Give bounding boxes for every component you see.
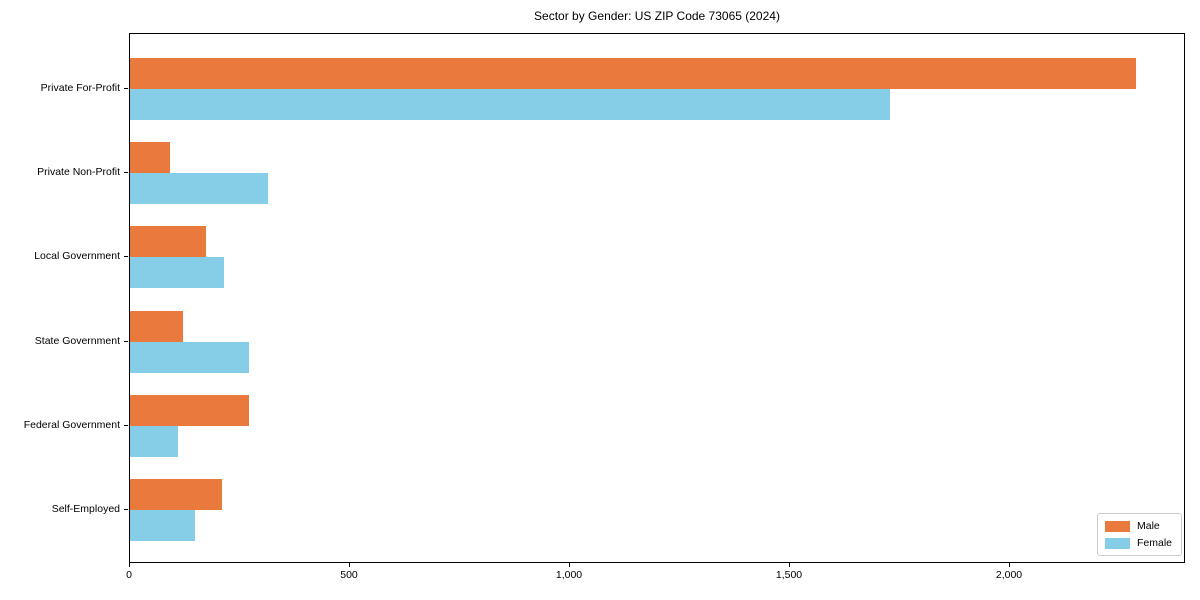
x-axis-tick-label: 1,000 <box>555 569 583 581</box>
y-axis-tick <box>124 424 128 426</box>
y-axis-tick <box>124 256 128 258</box>
y-axis-tick <box>124 340 128 342</box>
y-axis-category-label-self-employed: Self-Employed <box>51 503 120 515</box>
x-axis-tick <box>349 563 350 567</box>
bar-female-private-non-profit <box>130 173 269 205</box>
bar-male-local-government <box>130 226 206 258</box>
plot-area: Male Female <box>129 33 1185 563</box>
bar-male-self-employed <box>130 479 223 510</box>
legend-entry-female: Female <box>1104 537 1172 549</box>
legend-entry-male: Male <box>1104 520 1172 532</box>
x-axis-tick-label: 2,000 <box>995 569 1023 581</box>
legend: Male Female <box>1096 513 1182 556</box>
y-axis-category-label-federal-government: Federal Government <box>23 418 120 431</box>
x-axis-tick <box>569 563 570 567</box>
y-axis-tick <box>124 172 128 174</box>
x-axis-tick-label: 0 <box>126 569 132 581</box>
bar-female-private-for-profit <box>130 89 890 120</box>
y-axis-category-label-private-non-profit: Private Non-Profit <box>37 166 120 179</box>
y-axis-tick <box>124 88 128 89</box>
bar-female-local-government <box>130 257 225 289</box>
legend-male-swatch-icon <box>1104 520 1130 532</box>
x-axis-tick-label: 500 <box>340 569 358 581</box>
bar-female-state-government <box>130 341 249 373</box>
y-axis-category-label-private-for-profit: Private For-Profit <box>40 82 120 94</box>
bar-male-state-government <box>130 310 183 342</box>
legend-label-female: Female <box>1136 537 1172 549</box>
x-axis-tick <box>129 563 130 567</box>
bar-male-private-non-profit <box>130 142 170 174</box>
bar-female-self-employed <box>130 510 195 541</box>
bar-male-private-for-profit <box>130 58 1136 89</box>
y-axis-category-label-state-government: State Government <box>34 334 120 347</box>
bar-male-federal-government <box>130 394 249 426</box>
x-axis-tick <box>789 563 790 567</box>
legend-label-male: Male <box>1136 520 1160 532</box>
x-axis-tick-label: 1,500 <box>775 569 803 581</box>
y-axis-tick <box>124 509 128 510</box>
y-axis-category-label-local-government: Local Government <box>34 250 120 263</box>
bar-female-federal-government <box>130 425 179 457</box>
legend-female-swatch-icon <box>1104 537 1130 549</box>
x-axis-tick <box>1009 563 1010 567</box>
chart-title: Sector by Gender: US ZIP Code 73065 (202… <box>534 9 780 23</box>
